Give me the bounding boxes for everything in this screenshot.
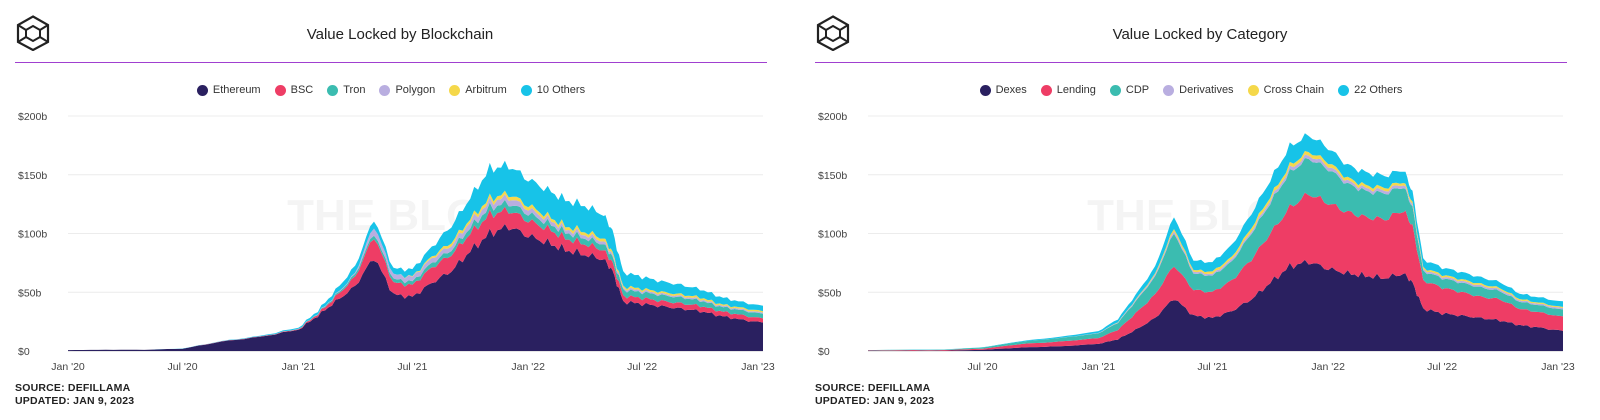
y-tick-label: $50b [818,287,842,299]
title-divider [15,62,767,63]
area-series-ethereum[interactable] [68,224,763,351]
legend-item[interactable]: Dexes [979,84,1027,96]
legend-item[interactable]: 10 Others [520,84,586,96]
area-series-lending[interactable] [868,192,1563,351]
x-tick-label: Jan '22 [1311,361,1345,373]
chart-legend: Ethereum BSC Tron Polygon Arbitrum 10 Others [15,84,767,96]
updated-label: UPDATED: JAN 9, 2023 [815,395,935,407]
chart-panel-category: Value Locked by Category Dexes Lending CDP… [815,0,1585,420]
legend-swatch [449,84,461,96]
legend-swatch [379,84,391,96]
x-tick-label: Jan '21 [282,361,316,373]
legend-swatch [1109,84,1121,96]
the-block-cube-icon [16,15,50,51]
legend-item[interactable]: 22 Others [1338,84,1402,96]
legend-swatch [274,84,286,96]
legend-item[interactable]: Tron [327,84,365,96]
legend-item[interactable]: Polygon [379,84,435,96]
source-label: SOURCE: DEFILLAMA [15,382,131,394]
legend-label: Lending [1056,84,1096,96]
legend-label: Polygon [395,84,436,96]
source-note: SOURCE: DEFILLAMA UPDATED: JAN 9, 2023 [15,382,134,408]
legend-swatch [1247,84,1259,96]
the-block-cube-icon [816,15,850,51]
y-tick-label: $50b [18,287,42,299]
area-series-dexes[interactable] [868,259,1563,351]
legend-item[interactable]: Arbitrum [449,84,507,96]
legend-swatch [327,84,339,96]
x-tick-label: Jan '22 [511,361,545,373]
legend-label: Ethereum [212,84,261,96]
x-tick-label: Jan '23 [1541,361,1575,373]
y-tick-label: $150b [818,170,847,182]
y-tick-label: $100b [18,229,47,241]
area-series-cdp[interactable] [868,158,1563,351]
source-note: SOURCE: DEFILLAMA UPDATED: JAN 9, 2023 [815,382,934,408]
x-tick-label: Jul '22 [627,361,657,373]
legend-label: Arbitrum [465,84,507,96]
x-tick-label: Jan '20 [51,361,85,373]
y-tick-label: $200b [18,111,47,123]
legend-label: CDP [1125,84,1150,96]
chart-legend: Dexes Lending CDP Derivatives Cross Chain 22 … [815,84,1567,96]
legend-label: 10 Others [536,84,586,96]
y-tick-label: $200b [818,111,847,123]
legend-item[interactable]: Cross Chain [1247,84,1325,96]
chart-title: Value Locked by Blockchain [306,26,494,43]
legend-item[interactable]: BSC [274,84,314,96]
updated-label: UPDATED: JAN 9, 2023 [15,395,135,407]
legend-label: 22 Others [1354,84,1403,96]
title-divider [815,62,1567,63]
legend-item[interactable]: Ethereum [196,84,261,96]
chart-title: Value Locked by Category [1112,26,1288,43]
legend-swatch [520,84,532,96]
legend-label: Derivatives [1179,84,1234,96]
chart-panel-blockchain: Value Locked by Blockchain Ethereum BSC Tr… [15,0,785,420]
x-tick-label: Jul '20 [168,361,198,373]
y-tick-label: $150b [18,170,47,182]
x-tick-label: Jul '21 [1197,361,1227,373]
x-tick-label: Jan '23 [741,361,775,373]
y-tick-label: $0 [818,346,830,358]
legend-swatch [1338,84,1350,96]
legend-swatch [196,84,208,96]
legend-label: Cross Chain [1263,84,1325,96]
x-tick-label: Jul '22 [1427,361,1457,373]
legend-swatch [1163,84,1175,96]
y-tick-label: $0 [18,346,30,358]
y-tick-label: $100b [818,229,847,241]
x-tick-label: Jan '21 [1082,361,1116,373]
source-label: SOURCE: DEFILLAMA [815,382,931,394]
area-series-22-others[interactable] [868,133,1563,351]
x-tick-label: Jul '21 [397,361,427,373]
legend-item[interactable]: Lending [1040,84,1096,96]
legend-label: BSC [290,84,314,96]
legend-item[interactable]: CDP [1109,84,1150,96]
legend-label: Dexes [995,84,1027,96]
legend-label: Tron [343,84,366,96]
legend-swatch [1040,84,1052,96]
x-tick-label: Jul '20 [968,361,998,373]
legend-item[interactable]: Derivatives [1163,84,1234,96]
legend-swatch [979,84,991,96]
